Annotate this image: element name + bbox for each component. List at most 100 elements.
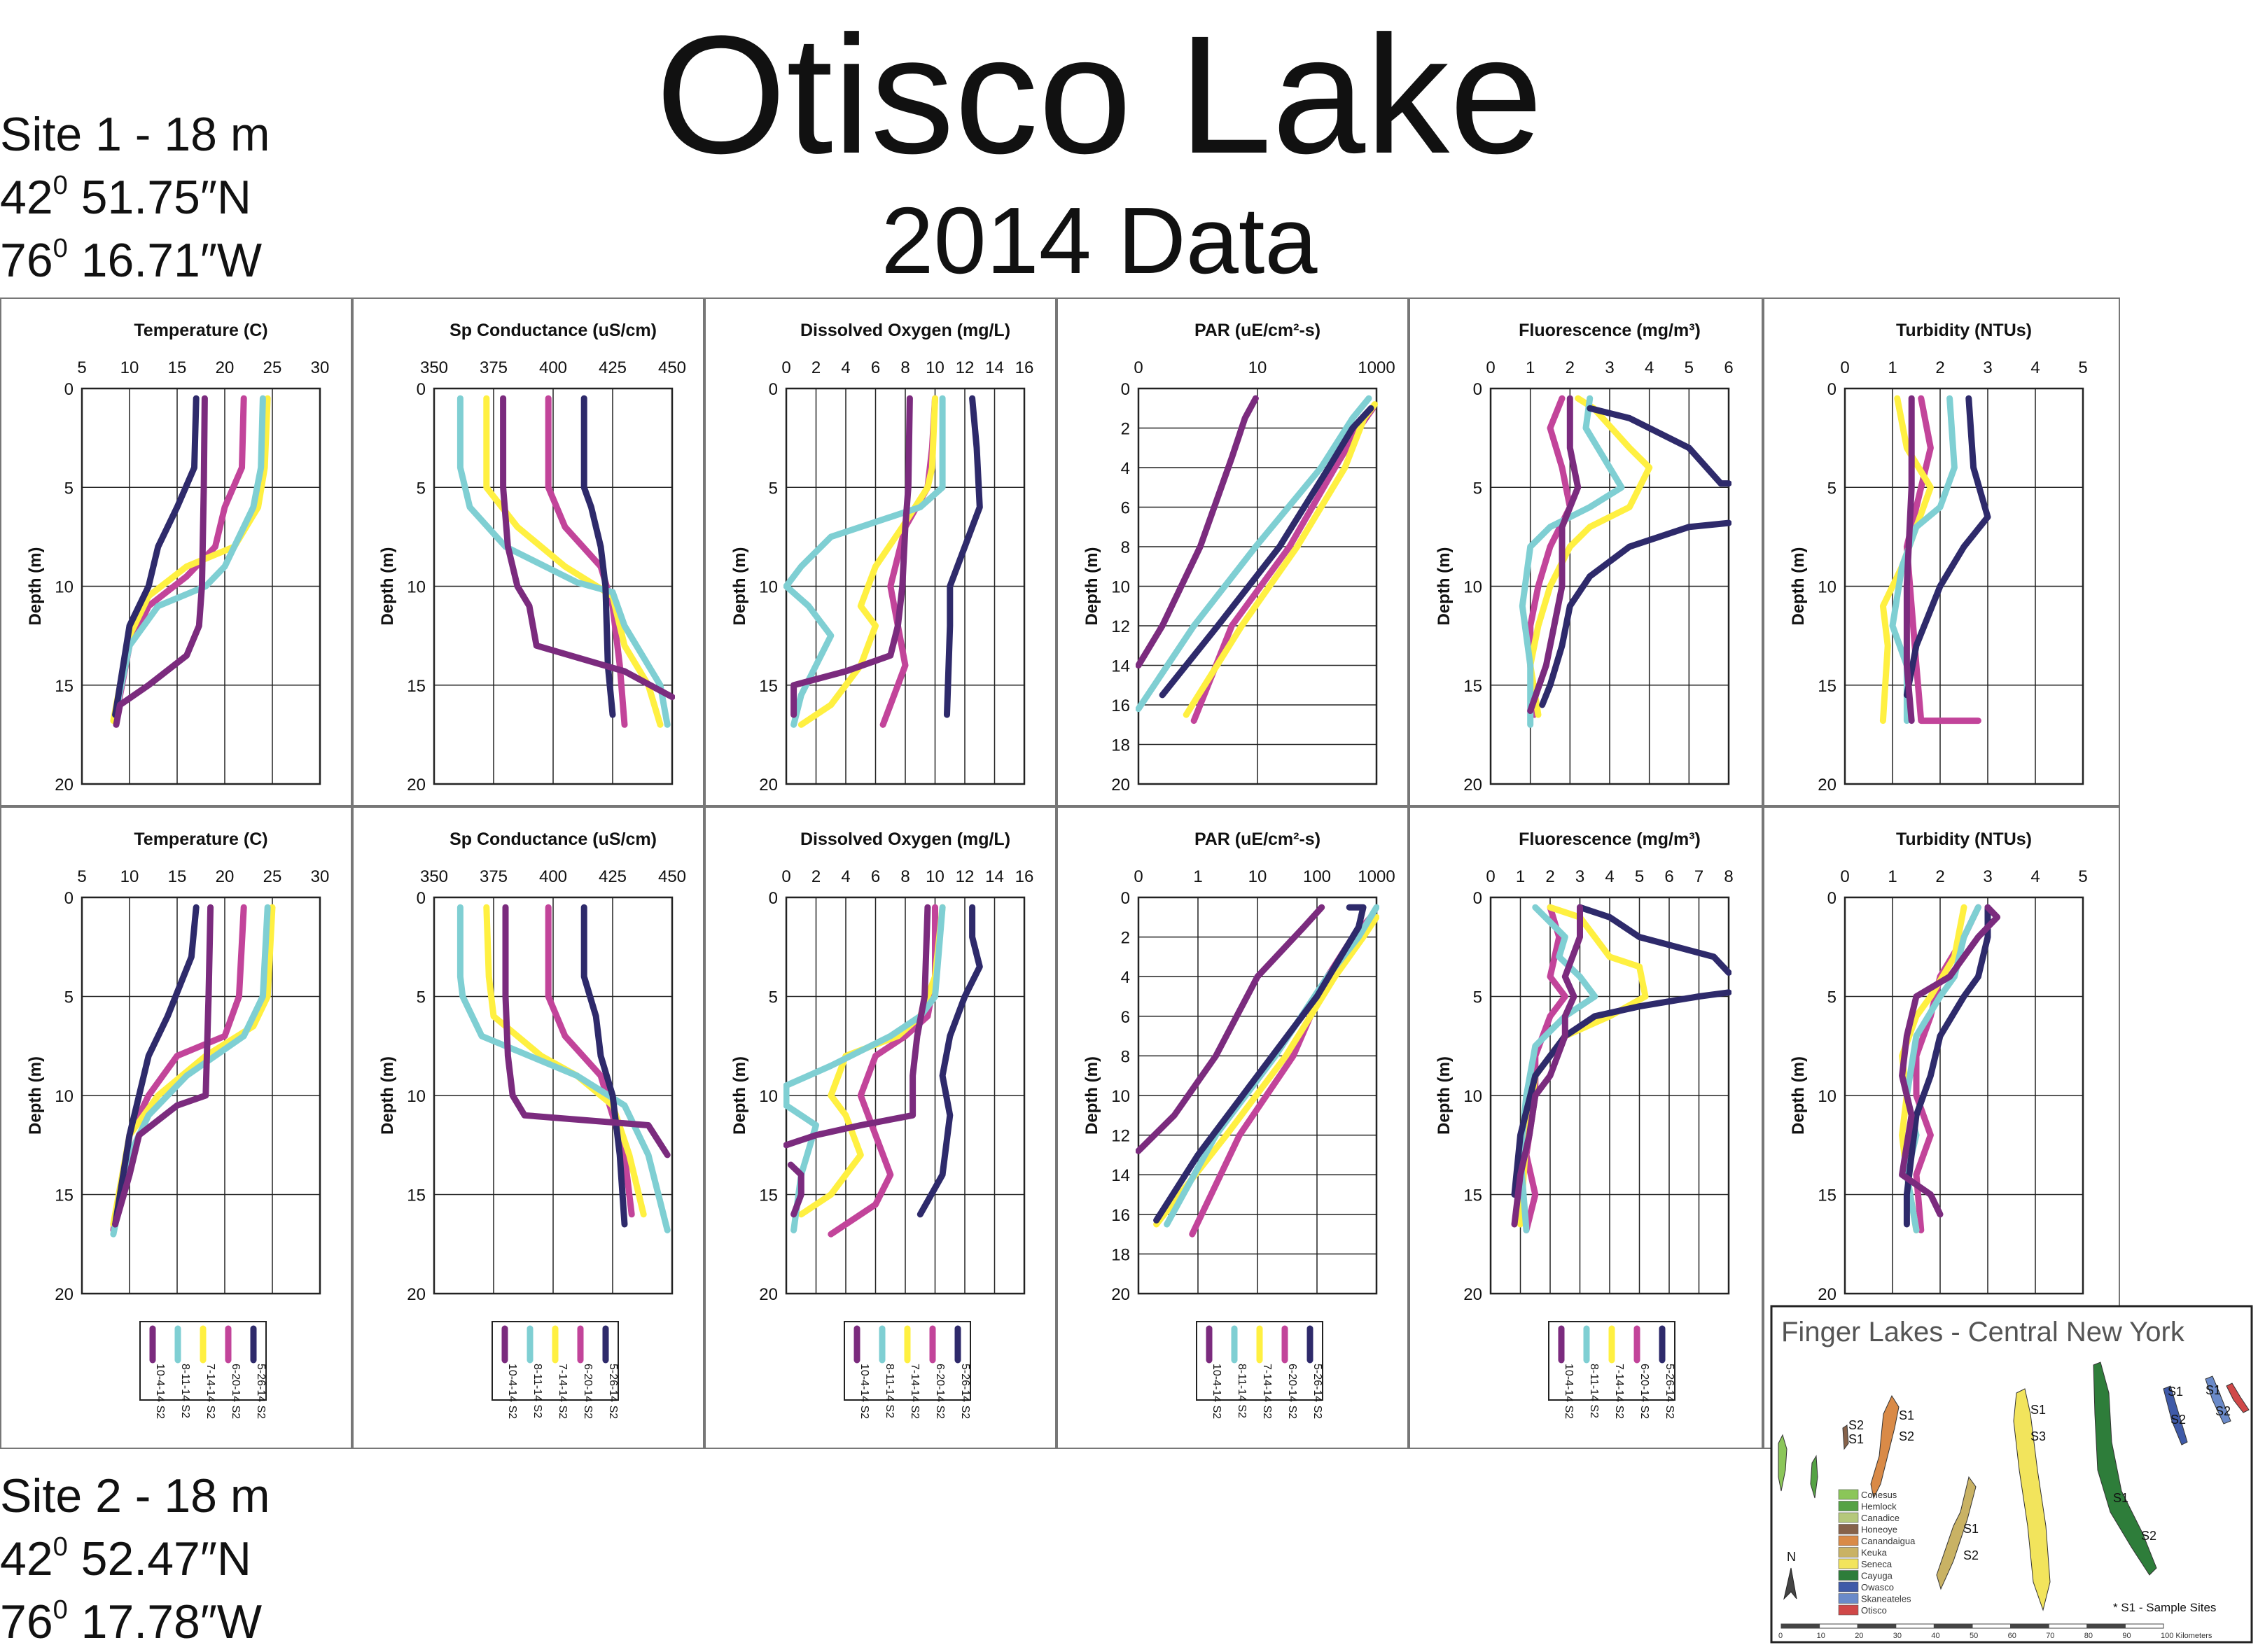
y-tick-label: 4: [1121, 459, 1130, 478]
site-label: S2: [1963, 1548, 1979, 1562]
y-tick-label: 16: [1111, 696, 1130, 715]
y-tick-label: 10: [1463, 578, 1482, 597]
scale-bar-segment: [1895, 1623, 1935, 1629]
scale-tick-label: 40: [1931, 1632, 1939, 1640]
legend-entry: 8-11-14 S2: [884, 1364, 895, 1418]
legend-entry: 8-11-14 S2: [531, 1364, 543, 1418]
site-label: S1: [1963, 1522, 1979, 1536]
legend-entry: 6-20-14 S2: [582, 1364, 594, 1419]
map-note: * S1 - Sample Sites: [2113, 1601, 2216, 1614]
scale-bar-segment: [1819, 1623, 1858, 1629]
chart-title: Turbidity (NTUs): [1896, 830, 2032, 849]
y-tick-label: 0: [1473, 889, 1482, 908]
lake-shape-keuka: [1936, 1476, 1977, 1590]
y-tick-label: 0: [417, 889, 426, 908]
y-tick-label: 5: [769, 988, 778, 1007]
y-tick-label: 15: [1818, 677, 1837, 696]
y-tick-label: 10: [1463, 1087, 1482, 1106]
series-line-10-4-14: [112, 904, 214, 1228]
y-tick-label: 10: [407, 578, 426, 597]
legend-entry: 10-4-14 S2: [1563, 1364, 1575, 1419]
panel-frame: [0, 806, 352, 1449]
series-line-10-4-14: [1527, 395, 1582, 714]
lake-shape-seneca: [2013, 1388, 2051, 1611]
x-tick-label: 0: [1486, 358, 1495, 377]
page-title: Otisco Lake: [655, 1, 1542, 188]
series-line-8-11-14: [457, 395, 671, 728]
y-tick-label: 20: [55, 1285, 74, 1304]
x-tick-label: 0: [1840, 867, 1849, 886]
scale-tick-label: 60: [2008, 1632, 2016, 1640]
chart-title: Temperature (C): [134, 830, 267, 849]
map-legend-swatch: [1838, 1604, 1859, 1616]
chart-title: Dissolved Oxygen (mg/L): [800, 830, 1010, 849]
y-axis-label: Depth (m): [730, 1056, 749, 1135]
plot-area: [1137, 387, 1378, 785]
x-tick-label: 1000: [1358, 867, 1395, 886]
series-line-5-26-14: [1511, 989, 1731, 1198]
x-tick-label: 1000: [1358, 358, 1395, 377]
series-line-10-4-14: [783, 904, 931, 1149]
chart-title: Sp Conductance (uS/cm): [449, 321, 657, 340]
x-tick-label: 5: [1685, 358, 1694, 377]
legend-box-5: 10-4-14 S2 8-11-14 S2 7-14-14 S2 6-20-14 S2…: [1548, 1321, 1675, 1419]
x-tick-label: 100: [1303, 867, 1331, 886]
y-tick-label: 6: [1121, 499, 1130, 518]
map-legend-swatch: [1838, 1593, 1859, 1604]
legend-row: 10-4-14 S2 8-11-14 S2 7-14-14 S2 6-20-14 S2…: [139, 1321, 2030, 1419]
chart-panel-4: PAR (uE/cm²-s) 0 10 1000 0 2 4 6 8 10 12 14 16 18 20 De…: [1057, 298, 1409, 806]
y-tick-label: 2: [1121, 420, 1130, 439]
legend-entry: 8-11-14 S2: [1588, 1364, 1600, 1418]
y-tick-label: 15: [1818, 1186, 1837, 1205]
y-tick-label: 15: [759, 1186, 778, 1205]
y-tick-label: 20: [1818, 1285, 1837, 1304]
site-label: S1: [1848, 1432, 1864, 1446]
y-tick-label: 5: [64, 479, 74, 498]
y-tick-label: 5: [417, 988, 426, 1007]
y-tick-label: 0: [64, 380, 74, 399]
y-tick-label: 14: [1111, 1166, 1130, 1185]
series-line-10-4-14: [502, 904, 671, 1158]
y-tick-label: 20: [1111, 1285, 1130, 1304]
legend-box-2: 10-4-14 S2 8-11-14 S2 7-14-14 S2 6-20-14 S2…: [492, 1321, 619, 1419]
plot-area: [1489, 896, 1730, 1295]
scale-tick-label: 30: [1893, 1632, 1902, 1640]
series-line-5-26-14: [1577, 904, 1731, 976]
y-tick-label: 5: [1473, 988, 1482, 1007]
y-tick-label: 15: [1463, 1186, 1482, 1205]
x-tick-label: 4: [2030, 867, 2040, 886]
x-tick-label: 5: [2078, 358, 2087, 377]
series-line-10-4-14: [1511, 904, 1583, 1228]
map-legend-label: Keuka: [1861, 1548, 1888, 1558]
legend-entry: 6-20-14 S2: [1286, 1364, 1298, 1419]
scale-tick-label: 70: [2046, 1632, 2054, 1640]
site-label: S2: [2141, 1529, 2156, 1543]
y-tick-label: 10: [1111, 1087, 1130, 1106]
y-tick-label: 20: [407, 1285, 426, 1304]
legend-entry: 7-14-14 S2: [1261, 1364, 1273, 1419]
series-line-5-26-14: [1587, 405, 1731, 487]
series-line-10-4-14: [787, 1161, 804, 1218]
plot-area: [1489, 387, 1730, 785]
x-tick-label: 30: [311, 867, 330, 886]
y-tick-label: 10: [759, 578, 778, 597]
y-tick-label: 0: [1473, 380, 1482, 399]
y-tick-label: 16: [1111, 1206, 1130, 1225]
map-legend-label: Seneca: [1861, 1559, 1893, 1569]
x-tick-label: 0: [781, 867, 790, 886]
site1-latitude: 420 51.75″N: [0, 171, 251, 224]
y-axis-label: Depth (m): [1789, 547, 1808, 626]
x-tick-label: 10: [926, 358, 945, 377]
x-tick-label: 12: [956, 867, 975, 886]
map-legend-label: Canadice: [1861, 1513, 1900, 1523]
y-tick-label: 0: [1827, 380, 1837, 399]
y-axis-label: Depth (m): [26, 1056, 45, 1135]
plot-area: [1137, 896, 1378, 1295]
y-axis-label: Depth (m): [730, 547, 749, 626]
x-tick-label: 6: [871, 358, 880, 377]
x-tick-label: 1: [1516, 867, 1525, 886]
y-tick-label: 18: [1111, 736, 1130, 755]
series-line-8-11-14: [783, 904, 946, 1233]
